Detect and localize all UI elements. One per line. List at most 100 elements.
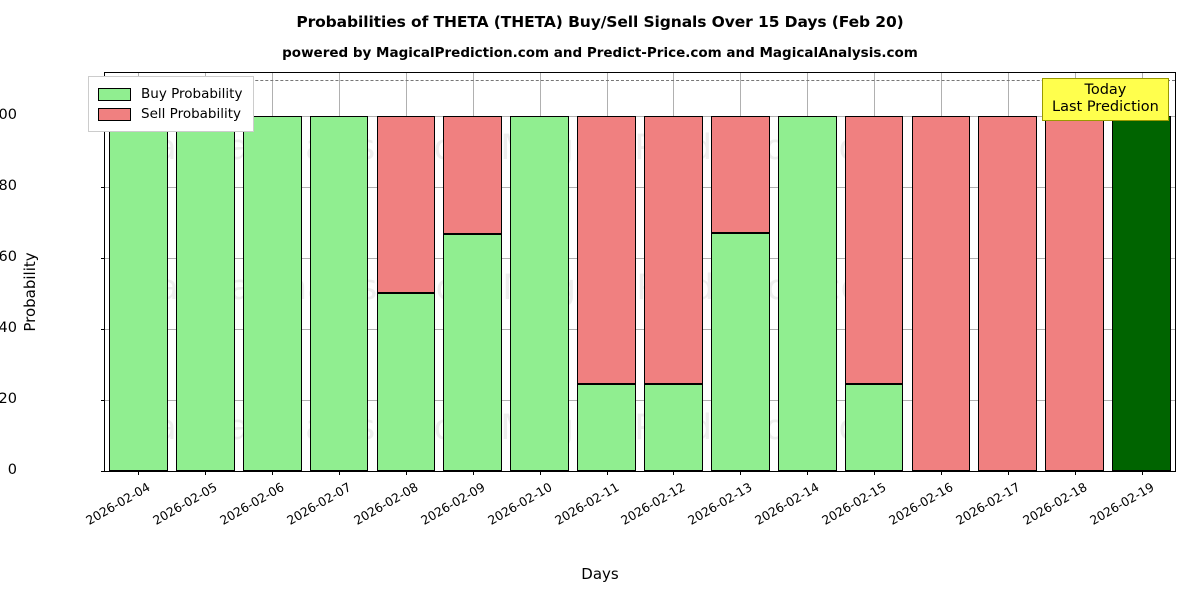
x-tick-mark <box>673 471 674 475</box>
bar-group[interactable] <box>777 73 837 471</box>
bar-group[interactable] <box>911 73 971 471</box>
bar-group[interactable] <box>577 73 636 471</box>
plot-inner: MagicalAnalysis.com MagicalPrediction.co… <box>105 73 1175 471</box>
x-tick-label: 2026-02-12 <box>619 480 688 528</box>
bar-segment-buy[interactable] <box>510 115 570 471</box>
bar-group[interactable] <box>844 73 904 471</box>
legend-label-buy: Buy Probability <box>141 86 243 102</box>
bar-segment-buy[interactable] <box>443 233 503 471</box>
bar-segment-sell[interactable] <box>978 115 1038 471</box>
y-tick-mark <box>101 257 105 259</box>
bar-segment-buy[interactable] <box>844 383 904 471</box>
gridline-horizontal <box>105 399 1175 401</box>
bar-group[interactable] <box>510 73 570 471</box>
bar-segment-sell[interactable] <box>644 115 703 384</box>
bar-group[interactable] <box>309 73 369 471</box>
bar-segment-buy[interactable] <box>376 293 436 471</box>
y-tick-label: 40 <box>0 319 17 336</box>
bar-segment-buy[interactable] <box>242 115 302 471</box>
x-tick-label: 2026-02-15 <box>819 480 889 528</box>
x-tick-label: 2026-02-08 <box>351 480 421 528</box>
x-tick-mark <box>874 471 875 475</box>
today-annotation: Today Last Prediction <box>1042 78 1169 122</box>
x-tick-mark <box>1008 471 1009 475</box>
chart-subtitle: powered by MagicalPrediction.com and Pre… <box>282 45 918 61</box>
plot-area: MagicalAnalysis.com MagicalPrediction.co… <box>101 72 1176 475</box>
y-tick-mark <box>101 328 105 330</box>
y-axis-label: Probability <box>21 252 39 332</box>
y-tick-label: 60 <box>0 248 17 265</box>
bar-segment-sell[interactable] <box>710 115 770 233</box>
x-tick-mark <box>941 471 942 475</box>
legend-label-sell: Sell Probability <box>141 106 242 122</box>
y-tick-label: 20 <box>0 390 17 407</box>
x-tick-mark <box>1075 471 1076 475</box>
bar-today[interactable] <box>1112 115 1171 471</box>
bar-segment-buy[interactable] <box>644 383 703 471</box>
gridline-horizontal <box>105 186 1175 188</box>
bar-segment-sell[interactable] <box>577 115 636 384</box>
bar-group[interactable] <box>644 73 703 471</box>
legend-item-buy: Buy Probability <box>98 84 242 104</box>
dashed-reference-line <box>105 80 1175 82</box>
bar-segment-sell[interactable] <box>443 115 503 234</box>
y-tick-label: 100 <box>0 106 17 123</box>
x-tick-label: 2026-02-10 <box>485 480 555 528</box>
gridline-horizontal <box>105 115 1175 117</box>
x-tick-mark <box>205 471 206 475</box>
y-tick-mark <box>101 471 105 472</box>
x-tick-mark <box>272 471 273 475</box>
x-tick-label: 2026-02-18 <box>1020 480 1090 528</box>
x-tick-label: 2026-02-14 <box>752 480 822 528</box>
x-tick-mark <box>473 471 474 475</box>
x-tick-mark <box>138 471 139 475</box>
x-tick-mark <box>807 471 808 475</box>
gridline-horizontal <box>105 328 1175 330</box>
bar-segment-buy[interactable] <box>777 115 837 471</box>
bar-segment-sell[interactable] <box>911 115 971 471</box>
y-tick-mark <box>101 399 105 401</box>
today-annotation-line1: Today <box>1084 82 1127 98</box>
x-tick-mark <box>740 471 741 475</box>
x-tick-label: 2026-02-11 <box>552 480 622 528</box>
legend-swatch-buy <box>98 87 131 101</box>
x-tick-label: 2026-02-05 <box>150 480 220 528</box>
x-tick-mark <box>607 471 608 475</box>
y-tick-mark <box>101 186 105 188</box>
x-tick-label: 2026-02-07 <box>284 480 354 528</box>
bar-group[interactable] <box>710 73 770 471</box>
gridline-horizontal <box>105 257 1175 259</box>
x-tick-label: 2026-02-06 <box>217 480 287 528</box>
y-tick-label: 0 <box>7 462 17 478</box>
bar-segment-sell[interactable] <box>1045 115 1105 471</box>
bar-group[interactable] <box>109 73 168 471</box>
chart-legend: Buy Probability Sell Probability <box>88 76 255 132</box>
y-tick-label: 80 <box>0 177 17 194</box>
bar-segment-buy[interactable] <box>175 115 235 471</box>
bar-group[interactable] <box>1045 73 1105 471</box>
x-tick-label: 2026-02-16 <box>886 480 956 528</box>
bar-group[interactable] <box>1112 73 1171 471</box>
bar-segment-buy[interactable] <box>577 383 636 471</box>
bar-segment-buy[interactable] <box>109 115 168 471</box>
bar-group[interactable] <box>242 73 302 471</box>
x-tick-label: 2026-02-04 <box>84 480 153 528</box>
today-annotation-line2: Last Prediction <box>1052 99 1159 116</box>
bar-segment-sell[interactable] <box>376 115 436 294</box>
bar-group[interactable] <box>443 73 503 471</box>
x-tick-mark <box>406 471 407 475</box>
x-tick-mark <box>1142 471 1143 475</box>
x-tick-label: 2026-02-13 <box>685 480 755 528</box>
legend-swatch-sell <box>98 107 131 121</box>
bar-segment-buy[interactable] <box>309 115 369 471</box>
bar-segment-sell[interactable] <box>844 115 904 384</box>
x-axis-label: Days <box>581 565 619 583</box>
bar-group[interactable] <box>175 73 235 471</box>
chart-title: Probabilities of THETA (THETA) Buy/Sell … <box>296 13 904 31</box>
x-tick-label: 2026-02-19 <box>1087 480 1157 528</box>
bar-group[interactable] <box>978 73 1038 471</box>
x-tick-label: 2026-02-17 <box>953 480 1023 528</box>
bar-group[interactable] <box>376 73 436 471</box>
bar-segment-buy[interactable] <box>710 232 770 471</box>
